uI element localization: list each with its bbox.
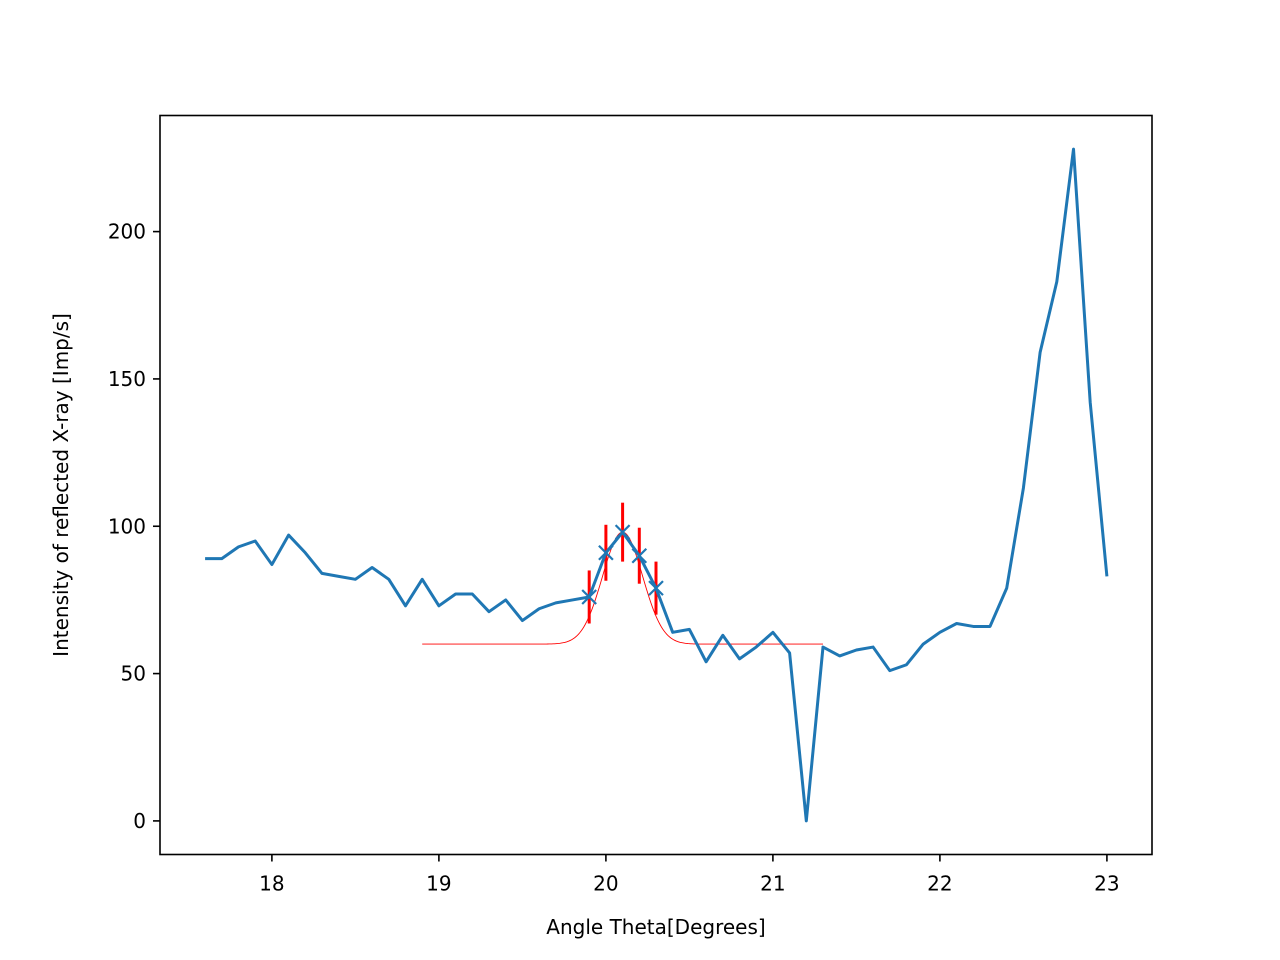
x-axis-label: Angle Theta[Degrees]: [546, 915, 765, 939]
marker-layer: [581, 524, 664, 605]
x-tick-label: 21: [760, 872, 785, 896]
data-point-marker: [598, 544, 614, 561]
y-axis: 0 50 100 150 200: [108, 220, 160, 833]
x-tick-label: 18: [259, 872, 284, 896]
y-tick-label: 100: [108, 514, 146, 538]
x-tick-label: 23: [1094, 872, 1119, 896]
data-point-marker: [581, 589, 597, 605]
y-tick-label: 0: [133, 809, 146, 833]
x-axis: 18 19 20 21 22 23: [259, 854, 1120, 896]
x-tick-label: 20: [593, 872, 618, 896]
plot-frame: [159, 114, 1153, 856]
data-point-marker: [631, 547, 648, 564]
y-tick-label: 150: [108, 367, 146, 391]
x-tick-label: 22: [927, 872, 952, 896]
x-tick-label: 19: [426, 872, 451, 896]
data-point-marker: [614, 524, 631, 540]
y-tick-label: 200: [108, 220, 146, 244]
y-tick-label: 50: [121, 662, 146, 686]
y-axis-label: Intensity of reflected X-ray [Imp/s]: [49, 313, 73, 657]
data-point-marker: [648, 580, 664, 596]
